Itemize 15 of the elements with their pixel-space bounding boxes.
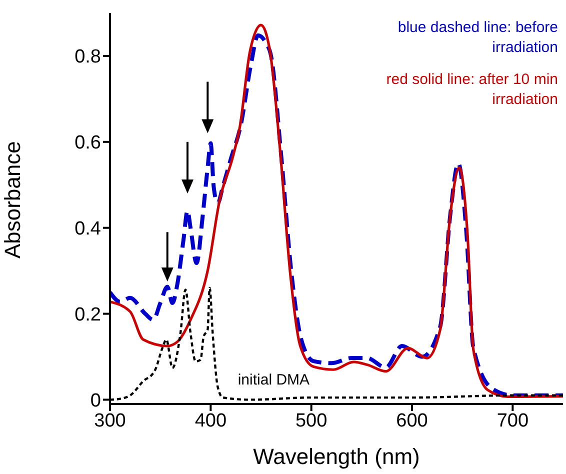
x-axis-title: Wavelength (nm)	[253, 444, 420, 469]
annotation: red solid line: after 10 min irradiation	[385, 70, 558, 110]
x-tick-label: 400	[194, 410, 227, 432]
x-tick-label: 300	[94, 410, 126, 432]
x-tick-label: 500	[295, 410, 328, 432]
y-tick-label: 0.2	[74, 304, 101, 326]
y-tick-label: 0.6	[74, 132, 101, 154]
x-tick-label: 600	[396, 410, 428, 432]
y-axis-title: Absorbance	[0, 141, 25, 258]
y-tick-label: 0	[90, 390, 101, 412]
y-tick-label: 0.8	[74, 46, 101, 68]
y-tick-label: 0.4	[74, 218, 102, 240]
annotation: blue dashed line: before irradiation	[396, 18, 558, 58]
x-tick-label: 700	[496, 410, 529, 432]
series-label: initial DMA	[238, 372, 310, 389]
